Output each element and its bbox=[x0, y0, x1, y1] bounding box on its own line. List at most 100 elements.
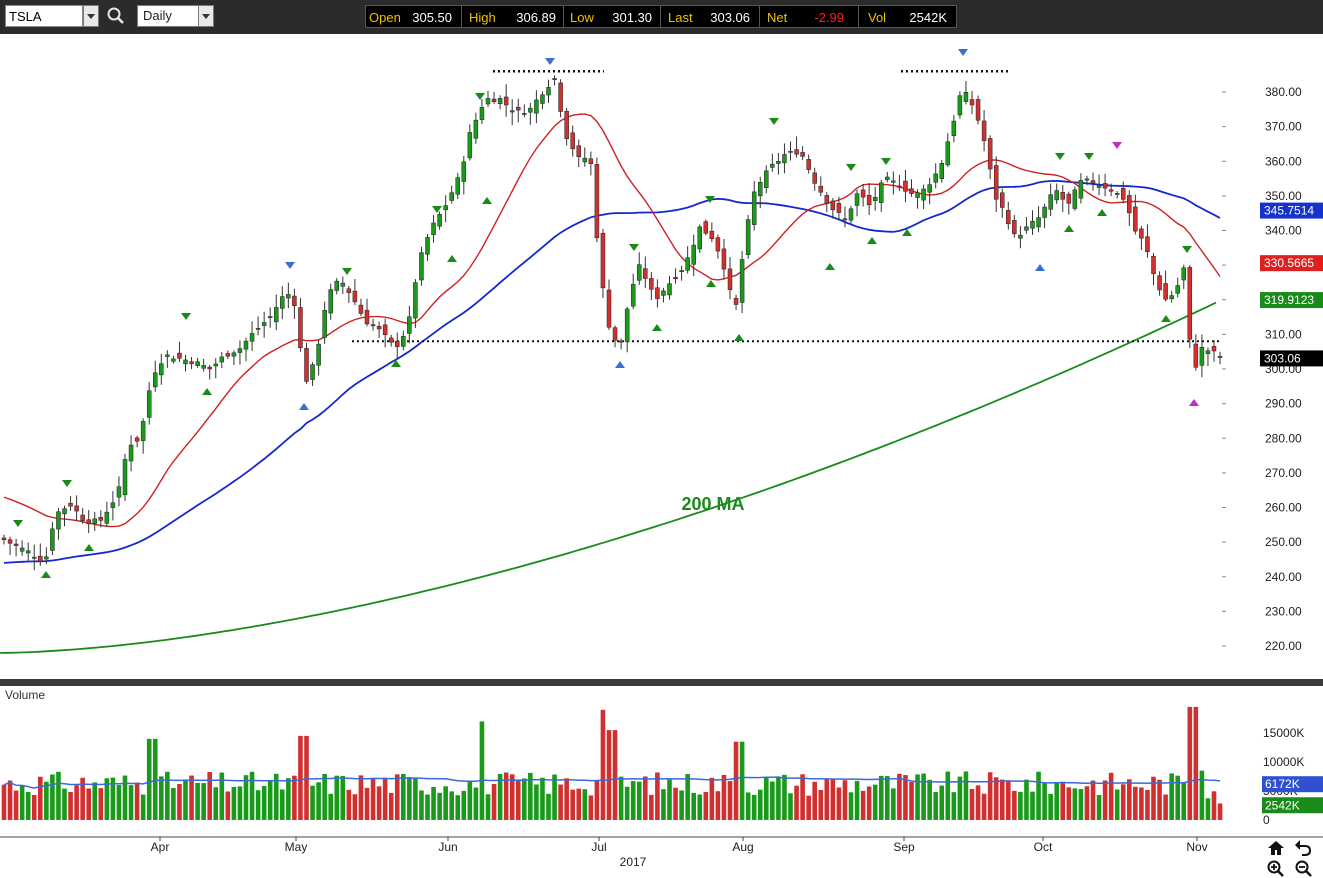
volume-bar bbox=[189, 775, 194, 820]
price-tick-label: 340.00 bbox=[1265, 224, 1302, 238]
candle-body bbox=[1145, 236, 1150, 253]
volume-bar bbox=[818, 789, 824, 820]
candle-body bbox=[1127, 195, 1132, 214]
candle-body bbox=[159, 363, 164, 376]
candle-body bbox=[1006, 210, 1011, 225]
candle-body bbox=[491, 98, 497, 102]
price-badge bbox=[1260, 350, 1323, 367]
price-badge-label: 330.5665 bbox=[1264, 256, 1314, 270]
candle-body bbox=[479, 107, 485, 120]
home-icon[interactable] bbox=[1266, 838, 1286, 858]
quote-open-label: Open bbox=[369, 10, 401, 25]
candle-body bbox=[134, 437, 140, 442]
candle-body bbox=[364, 309, 370, 325]
volume-bar bbox=[691, 792, 696, 820]
volume-bar bbox=[201, 783, 206, 820]
pivot-marker bbox=[734, 334, 744, 341]
candle-body bbox=[1193, 343, 1199, 368]
volume-bar bbox=[697, 794, 703, 820]
candle-body bbox=[32, 556, 37, 559]
pivot-marker bbox=[769, 118, 779, 125]
volume-bar bbox=[473, 787, 479, 820]
candle-body bbox=[842, 218, 848, 221]
volume-ma-path bbox=[3, 776, 1221, 789]
x-tick-label: Jun bbox=[438, 840, 457, 854]
volume-bar bbox=[679, 790, 684, 820]
volume-bar bbox=[419, 790, 424, 820]
undo-icon[interactable] bbox=[1294, 838, 1314, 858]
volume-badges: 6172K 2542K bbox=[1262, 776, 1323, 814]
pivot-marker bbox=[825, 263, 835, 270]
volume-bar bbox=[1102, 780, 1108, 820]
symbol-input[interactable] bbox=[5, 5, 83, 27]
candle-body bbox=[207, 366, 212, 370]
pivot-marker bbox=[1055, 153, 1065, 160]
pivot-marker bbox=[846, 164, 856, 171]
candle-body bbox=[1072, 189, 1078, 209]
period-select[interactable]: Daily bbox=[137, 5, 199, 27]
zoom-in-icon[interactable] bbox=[1266, 860, 1286, 878]
volume-bar bbox=[1096, 795, 1102, 820]
candle-body bbox=[715, 237, 721, 252]
candle-body bbox=[879, 182, 884, 203]
candle-body bbox=[407, 316, 412, 334]
volume-bar bbox=[243, 775, 249, 820]
candle-body bbox=[745, 219, 751, 255]
symbol-dropdown-button[interactable] bbox=[83, 5, 99, 27]
search-icon[interactable] bbox=[106, 6, 126, 26]
candle-body bbox=[1121, 188, 1126, 200]
volume-bar bbox=[7, 780, 13, 820]
volume-bar bbox=[286, 778, 291, 820]
candle-body bbox=[413, 282, 418, 319]
price-tick-label: 360.00 bbox=[1265, 154, 1302, 168]
quote-low-value: 301.30 bbox=[612, 10, 652, 25]
volume-bar bbox=[298, 735, 303, 820]
candle-body bbox=[1187, 267, 1193, 340]
ma50-line bbox=[3, 179, 1221, 564]
candle-body bbox=[981, 120, 987, 142]
candle-body bbox=[848, 208, 854, 221]
candle-body bbox=[1060, 192, 1065, 200]
volume-badge-label: 2542K bbox=[1265, 798, 1300, 812]
volume-bar bbox=[334, 775, 340, 820]
candle-body bbox=[872, 196, 878, 201]
volume-bar bbox=[564, 778, 569, 820]
x-tick-label: Oct bbox=[1034, 840, 1053, 854]
candle-body bbox=[231, 352, 237, 357]
price-tick-label: 270.00 bbox=[1265, 466, 1302, 480]
candle-body bbox=[80, 514, 85, 521]
candle-body bbox=[957, 95, 963, 116]
candle-body bbox=[739, 259, 745, 303]
period-dropdown-button[interactable] bbox=[198, 5, 214, 27]
pivot-marker bbox=[13, 520, 23, 527]
volume-bar bbox=[1127, 779, 1132, 820]
volume-bar bbox=[1114, 789, 1120, 820]
candle-body bbox=[1024, 226, 1029, 231]
candle-body bbox=[1090, 180, 1096, 184]
volume-bar bbox=[703, 792, 709, 820]
candle-body bbox=[1139, 228, 1144, 239]
candle-body bbox=[612, 327, 618, 341]
candle-body bbox=[788, 150, 793, 153]
candle-body bbox=[588, 158, 594, 164]
volume-bar bbox=[1133, 786, 1138, 820]
volume-bar bbox=[68, 791, 73, 820]
volume-bar bbox=[207, 771, 212, 820]
volume-bar bbox=[1006, 780, 1011, 820]
candle-body bbox=[243, 340, 249, 350]
volume-bar bbox=[413, 777, 418, 820]
zoom-out-icon[interactable] bbox=[1294, 860, 1314, 878]
volume-bar bbox=[1199, 770, 1205, 820]
candle-body bbox=[764, 170, 769, 188]
pivot-marker bbox=[482, 197, 492, 204]
price-tick-label: 280.00 bbox=[1265, 431, 1302, 445]
volume-bar bbox=[824, 778, 830, 820]
volume-bar bbox=[528, 772, 533, 820]
candle-body bbox=[1217, 356, 1223, 358]
candle-body bbox=[558, 82, 563, 112]
volume-bar bbox=[255, 790, 261, 820]
x-tick-label: Jul bbox=[591, 840, 606, 854]
price-badge bbox=[1260, 255, 1323, 272]
volume-bar bbox=[872, 784, 878, 820]
candle-body bbox=[140, 421, 146, 441]
